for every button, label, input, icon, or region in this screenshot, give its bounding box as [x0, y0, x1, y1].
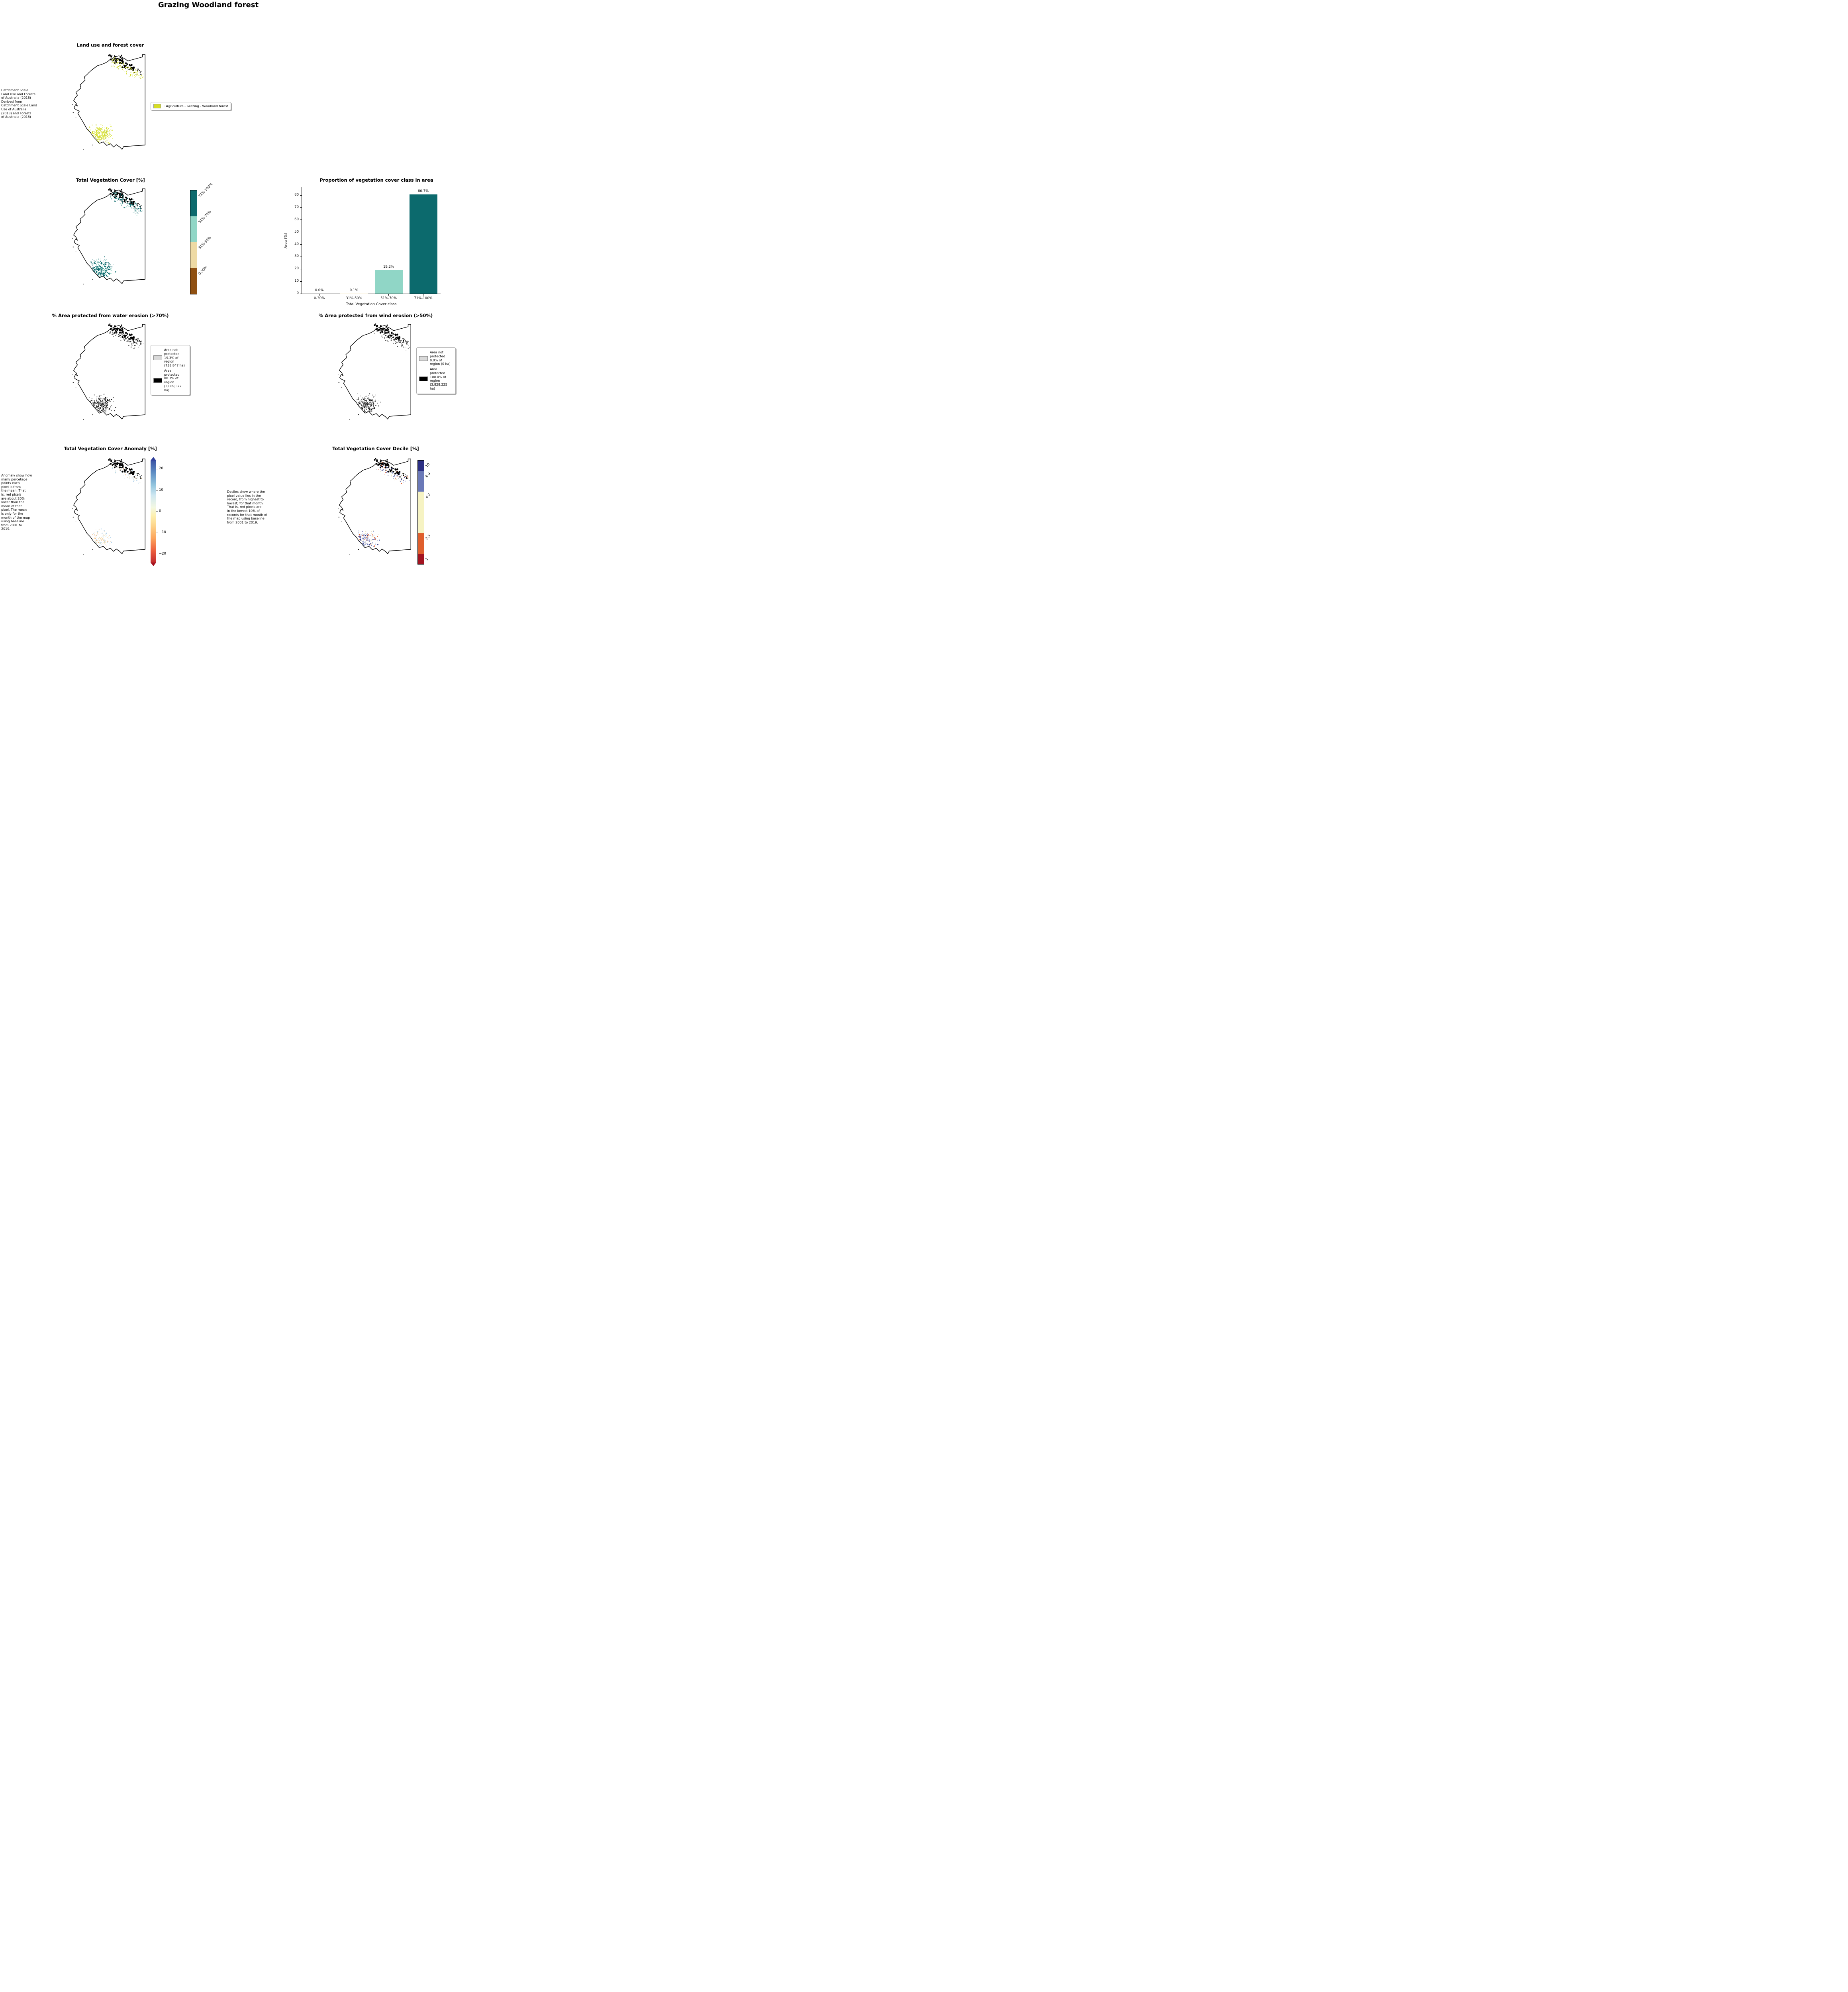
legend-label-not-protected: Area not protected 0.0% of region (0 ha) — [430, 351, 451, 366]
y-tick-mark — [300, 281, 302, 282]
anomaly-tick-label: −10 — [159, 530, 166, 535]
colorbar-segment — [418, 554, 424, 564]
bar-value-label: 0.0% — [315, 288, 324, 292]
bar-51%-70% — [374, 270, 403, 294]
colorbar-segment — [190, 268, 197, 294]
legend-swatch-not-protected — [419, 356, 428, 361]
y-tick-label: 80 — [294, 193, 299, 197]
y-tick-mark — [300, 244, 302, 245]
landuse-legend-swatch — [153, 104, 161, 108]
map-decile — [337, 458, 411, 555]
decile-note: Deciles show where the pixel value lies … — [227, 490, 267, 524]
decile-panel-title: Total Vegetation Cover Decile [%] — [332, 446, 419, 451]
tvc-panel-title: Total Vegetation Cover [%] — [76, 177, 145, 183]
decile-colorbar — [417, 460, 424, 565]
legend-swatch-not-protected — [153, 355, 162, 361]
colorbar-class-label: 2-3 — [425, 534, 432, 541]
colorbar-segment — [418, 492, 424, 533]
footer-logos: CSIRO TERN Australian Government Nationa… — [0, 589, 462, 629]
y-tick-label: 0 — [296, 291, 299, 295]
colorbar-class-label: 4-7 — [425, 492, 432, 500]
water-erosion-panel-title: % Area protected from water erosion (>70… — [52, 313, 169, 318]
landuse-panel-title: Land use and forest cover — [76, 42, 144, 48]
page-title: Grazing Woodland forest — [158, 1, 259, 9]
map-anomaly — [72, 458, 145, 555]
anomaly-panel-title: Total Vegetation Cover Anomaly [%] — [64, 446, 157, 451]
map-landuse — [72, 53, 145, 150]
colorbar-segment — [418, 461, 424, 471]
report-page: Grazing Woodland forest Land use and for… — [0, 0, 462, 636]
y-tick-label: 20 — [294, 267, 299, 271]
map-water-erosion — [72, 323, 145, 420]
y-tick-label: 40 — [294, 242, 299, 246]
wind-erosion-panel-title: % Area protected from wind erosion (>50%… — [318, 313, 433, 318]
landuse-source-note: Catchment Scale Land Use and Forests of … — [1, 88, 37, 119]
x-tick-mark — [388, 294, 389, 296]
map-wind-erosion — [337, 323, 411, 420]
colorbar-segment — [190, 190, 197, 216]
legend-label-protected: Area protected 100.0% of region (3,828,2… — [430, 367, 447, 390]
y-tick-label: 60 — [294, 217, 299, 222]
anomaly-tick-label: 20 — [159, 467, 163, 471]
x-tick-label: 71%-100% — [414, 296, 433, 300]
colorbar-arrow-up-icon — [151, 457, 156, 461]
bar-71%-100% — [409, 194, 437, 294]
colorbar-segment — [190, 216, 197, 242]
anomaly-tick-label: 0 — [159, 509, 161, 513]
water-erosion-legend: Area not protected 19.3% of region (738,… — [151, 345, 190, 396]
colorbar-arrow-down-icon — [151, 563, 156, 566]
legend-swatch-protected — [153, 378, 162, 383]
colorbar-class-label: 1 — [425, 557, 429, 562]
anomaly-note: Anomaly show how many percetage points e… — [1, 474, 32, 531]
legend-swatch-protected — [419, 376, 428, 382]
colorbar-class-label: 8-9 — [425, 472, 432, 479]
bar-value-label: 0.1% — [349, 288, 359, 292]
y-tick-label: 30 — [294, 254, 299, 259]
y-tick-mark — [300, 195, 302, 196]
colorbar-class-label: 71%-100% — [198, 182, 214, 198]
legend-label-protected: Area protected 80.7% of region (3,089,37… — [164, 369, 182, 392]
colorbar-class-label: 51%-70% — [198, 210, 212, 224]
x-axis-label: Total Vegetation Cover class — [346, 302, 397, 306]
y-tick-label: 10 — [294, 279, 299, 283]
proportion-chart-title: Proportion of vegetation cover class in … — [319, 177, 433, 183]
colorbar-segment — [190, 242, 197, 268]
landuse-legend-label: 1 Agriculture - Grazing - Woodland fores… — [163, 104, 228, 108]
anomaly-tick-label: 10 — [159, 488, 163, 492]
anomaly-colorbar — [151, 461, 156, 563]
colorbar-class-label: 0-30% — [198, 265, 208, 276]
wind-erosion-legend: Area not protected 0.0% of region (0 ha)… — [416, 347, 456, 394]
y-tick-label: 50 — [294, 229, 299, 234]
x-tick-label: 51%-70% — [380, 296, 397, 300]
colorbar-segment — [418, 471, 424, 492]
anomaly-tick-label: −20 — [159, 551, 166, 556]
bar-value-label: 80.7% — [417, 189, 429, 193]
tvc-colorbar — [190, 190, 197, 294]
y-tick-mark — [300, 207, 302, 208]
y-tick-label: 70 — [294, 205, 299, 209]
bar-value-label: 19.2% — [383, 265, 394, 269]
landuse-legend: 1 Agriculture - Grazing - Woodland fores… — [151, 102, 231, 110]
x-tick-label: 0-30% — [314, 296, 325, 300]
colorbar-class-label: 31%-50% — [198, 235, 212, 250]
legend-label-not-protected: Area not protected 19.3% of region (738,… — [164, 348, 185, 367]
map-total-vegetation-cover — [72, 188, 145, 284]
colorbar-segment — [418, 533, 424, 554]
x-tick-label: 31%-50% — [346, 296, 362, 300]
colorbar-class-label: 10 — [425, 462, 431, 469]
